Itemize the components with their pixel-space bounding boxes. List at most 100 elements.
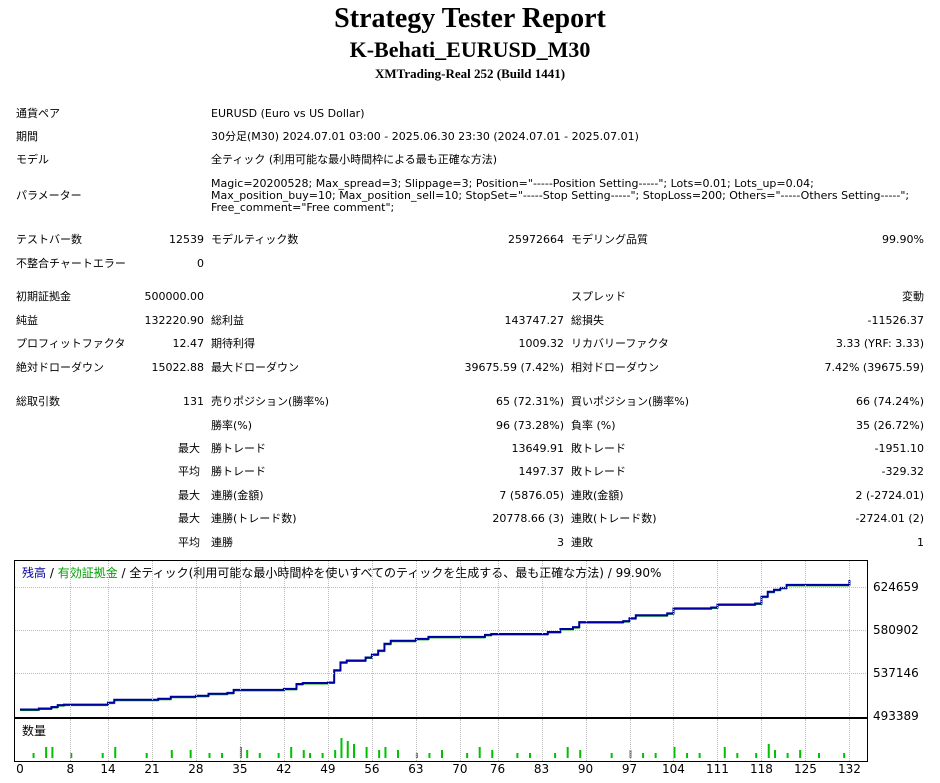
- x-tick-label: 132: [837, 762, 861, 776]
- max-consec-loss-value: 2 (-2724.01): [855, 489, 924, 502]
- x-tick-label: 14: [100, 762, 116, 776]
- volume-bar: [340, 738, 343, 758]
- volume-bar: [189, 750, 192, 758]
- volume-bar: [32, 753, 35, 758]
- x-tick-label: 49: [320, 762, 336, 776]
- volume-bar: [70, 753, 73, 758]
- chart-legend: 残高 / 有効証拠金 / 全ティック(利用可能な最小時間枠を使いすべてのティック…: [22, 565, 661, 581]
- gross-loss-label: 総損失: [571, 314, 604, 327]
- volume-bar: [799, 750, 802, 758]
- legend-sep: /: [46, 566, 58, 580]
- rel-dd-value: 7.42% (39675.59): [824, 361, 924, 374]
- volume-bar: [114, 747, 117, 758]
- pf-label: プロフィットファクタ: [16, 337, 126, 350]
- ticks-label: モデルティック数: [211, 233, 299, 246]
- deposit-value: 500000.00: [144, 290, 205, 303]
- total-trades-label: 総取引数: [16, 395, 60, 408]
- y-tick-label: 580902: [873, 623, 919, 638]
- grid-line-v: [415, 561, 417, 716]
- volume-bar: [51, 747, 54, 758]
- legend-description: / 全ティック(利用可能な最小時間枠を使いすべてのティックを生成する、最も正確な…: [117, 566, 662, 580]
- grid-line-v: [761, 561, 763, 716]
- symbol-label: 通貨ペア: [16, 107, 60, 120]
- long-label: 買いポジション(勝率%): [571, 395, 690, 408]
- abs-dd-value: 15022.88: [151, 361, 205, 374]
- volume-bar: [566, 747, 569, 758]
- abs-dd-label: 絶対ドローダウン: [16, 361, 104, 374]
- x-tick-label: 83: [533, 762, 550, 776]
- grid-line-v: [239, 561, 241, 716]
- grid-line-v: [70, 719, 72, 761]
- legend-balance: 残高: [22, 566, 47, 580]
- avg-loss-value: -329.32: [881, 465, 924, 478]
- x-tick-label: 70: [452, 762, 468, 776]
- volume-bar: [321, 753, 324, 758]
- x-tick-label: 8: [66, 762, 75, 776]
- x-tick-label: 90: [577, 762, 594, 776]
- volume-bar: [277, 753, 280, 758]
- max-consec-win-value: 7 (5876.05): [499, 489, 564, 502]
- largest-win-label: 勝トレード: [211, 442, 266, 455]
- grid-line-v: [849, 719, 851, 761]
- model-label: モデル: [16, 153, 49, 166]
- volume-bar: [441, 750, 443, 758]
- largest-win-value: 13649.91: [511, 442, 565, 455]
- qualifier-max-3: 最大: [178, 512, 200, 525]
- max-consec-profit-value: 20778.66 (3): [492, 512, 564, 525]
- long-value: 66 (74.24%): [855, 395, 924, 408]
- grid-line-v: [195, 561, 197, 716]
- volume-bar: [384, 747, 387, 758]
- volume-bar: [415, 753, 418, 758]
- bars-label: テストバー数: [16, 233, 82, 246]
- grid-line-v: [107, 561, 109, 716]
- volume-bar: [774, 750, 777, 758]
- server-name: XMTrading-Real 252 (Build 1441): [374, 66, 566, 81]
- quality-value: 99.90%: [882, 233, 924, 246]
- grid-line-v: [415, 719, 417, 761]
- grid-line-v: [497, 719, 499, 761]
- avg-win-label: 勝トレード: [211, 465, 266, 478]
- x-tick-label: 97: [621, 762, 638, 776]
- max-consec-profit-label: 連勝(トレード数): [211, 512, 297, 525]
- volume-bar: [478, 747, 481, 758]
- volume-bar: [466, 753, 469, 758]
- avg-consec-win-value: 3: [557, 536, 564, 549]
- expected-label: 期待利得: [211, 337, 255, 350]
- grid-line-v: [673, 719, 675, 761]
- gross-profit-label: 総利益: [211, 314, 244, 327]
- max-dd-value: 39675.59 (7.42%): [464, 361, 564, 374]
- y-tick-label: 624659: [873, 580, 919, 595]
- symbol-value: EURUSD (Euro vs US Dollar): [211, 107, 365, 120]
- volume-bar: [642, 753, 645, 758]
- max-consec-loss-label: 連敗(金額): [571, 489, 624, 502]
- x-tick-label: 118: [750, 762, 773, 776]
- total-trades-value: 131: [183, 395, 204, 408]
- grid-line-v: [151, 719, 153, 761]
- volume-bar: [736, 753, 739, 758]
- volume-bar: [239, 747, 242, 758]
- period-value: 30分足(M30) 2024.07.01 03:00 - 2025.06.30 …: [211, 130, 639, 143]
- grid-line-v: [459, 719, 461, 761]
- grid-line-h: [15, 630, 866, 632]
- volume-bar: [302, 750, 305, 758]
- grid-line-v: [849, 561, 851, 716]
- volume-bar: [528, 753, 531, 758]
- volume-bar: [698, 753, 701, 758]
- grid-line-v: [585, 561, 587, 716]
- qualifier-avg-2: 平均: [178, 536, 200, 549]
- volume-bar: [843, 753, 846, 758]
- x-tick-label: 104: [662, 762, 685, 776]
- expected-value: 1009.32: [518, 337, 565, 350]
- rel-dd-label: 相対ドローダウン: [571, 361, 659, 374]
- y-tick-label: 537146: [873, 666, 919, 681]
- avg-consec-loss-label: 連敗: [571, 536, 593, 549]
- volume-bar: [610, 753, 613, 758]
- loss-rate-label: 負率 (%): [571, 419, 616, 432]
- volume-bar: [208, 753, 211, 758]
- volume-bar: [686, 753, 689, 758]
- x-tick-label: 21: [144, 762, 160, 776]
- params-label: パラメーター: [16, 189, 82, 202]
- params-value: Magic=20200528; Max_spread=3; Slippage=3…: [211, 177, 910, 214]
- x-tick-label: 42: [276, 762, 292, 776]
